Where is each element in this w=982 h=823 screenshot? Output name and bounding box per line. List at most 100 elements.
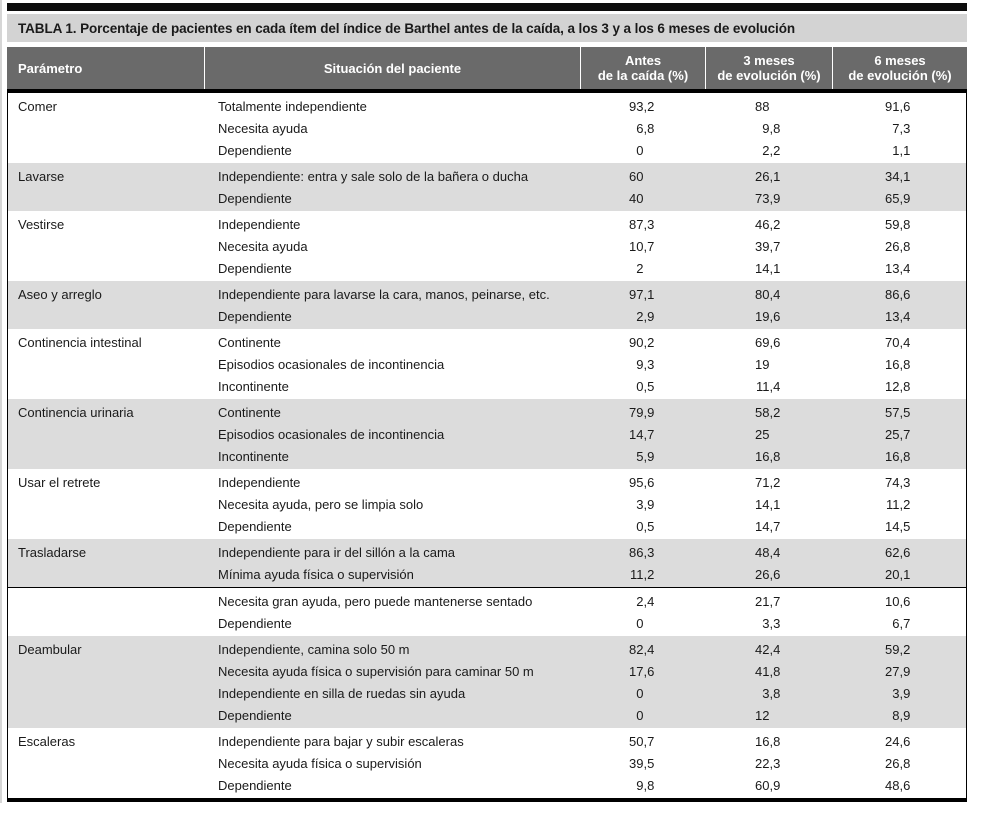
value-6-months: 27,9	[885, 663, 911, 679]
table-row: Mínima ayuda física o supervisión 11,2 2…	[8, 563, 966, 585]
table-row: Necesita ayuda física o supervisión para…	[8, 660, 966, 682]
parameter-group: Continencia intestinal Continente 90,2 6…	[8, 329, 966, 399]
value-3-months: 16,8	[755, 448, 781, 464]
value-3-months: 3,3	[762, 615, 781, 631]
table-header-row: Parámetro Situación del paciente Antes d…	[7, 47, 967, 93]
column-header-situacion: Situación del paciente	[205, 47, 581, 89]
table-row: Dependiente 0,5 14,7 14,5	[8, 515, 966, 537]
value-3-months: 19	[755, 356, 770, 372]
situation-cell: Independiente, camina solo 50 m	[218, 641, 410, 657]
situation-cell: Independiente en silla de ruedas sin ayu…	[218, 685, 466, 701]
value-6-months: 1,1	[892, 142, 911, 158]
table-row: Episodios ocasionales de incontinencia 9…	[8, 353, 966, 375]
value-before-fall: 10,7	[629, 238, 655, 254]
situation-cell: Dependiente	[218, 190, 292, 206]
value-before-fall: 82,4	[629, 641, 655, 657]
value-3-months: 14,1	[755, 260, 781, 276]
value-6-months: 8,9	[892, 707, 911, 723]
value-6-months: 11,2	[886, 496, 911, 512]
situation-cell: Dependiente	[218, 518, 292, 534]
table-row: Deambular Independiente, camina solo 50 …	[8, 638, 966, 660]
value-3-months: 3,8	[762, 685, 781, 701]
value-6-months: 91,6	[885, 98, 911, 114]
value-6-months: 59,2	[885, 641, 911, 657]
value-before-fall: 17,6	[629, 663, 655, 679]
value-before-fall: 86,3	[629, 544, 655, 560]
value-6-months: 65,9	[885, 190, 911, 206]
table-row: Dependiente 9,8 60,9 48,6	[8, 774, 966, 796]
value-6-months: 24,6	[885, 733, 911, 749]
value-before-fall: 60	[629, 168, 644, 184]
parameter-cell: Vestirse	[18, 216, 65, 232]
situation-cell: Continente	[218, 404, 281, 420]
parameter-cell: Comer	[18, 98, 58, 114]
barthel-table: TABLA 1. Porcentaje de pacientes en cada…	[7, 3, 967, 802]
value-6-months: 26,8	[885, 755, 911, 771]
value-before-fall: 0	[636, 685, 644, 701]
situation-cell: Necesita ayuda física o supervisión	[218, 755, 422, 771]
value-6-months: 34,1	[885, 168, 911, 184]
table-row: Dependiente 2 14,1 13,4	[8, 257, 966, 279]
value-before-fall: 2	[636, 260, 644, 276]
table-row: Continencia urinaria Continente 79,9 58,…	[8, 401, 966, 423]
value-6-months: 57,5	[885, 404, 911, 420]
parameter-cell: Continencia urinaria	[18, 404, 134, 420]
value-3-months: 22,3	[755, 755, 781, 771]
table-row: Episodios ocasionales de incontinencia 1…	[8, 423, 966, 445]
value-3-months: 42,4	[755, 641, 781, 657]
table-row: Trasladarse Independiente para ir del si…	[8, 541, 966, 563]
situation-cell: Totalmente independiente	[218, 98, 367, 114]
situation-cell: Independiente para ir del sillón a la ca…	[218, 544, 456, 560]
situation-cell: Dependiente	[218, 615, 292, 631]
value-before-fall: 14,7	[629, 426, 655, 442]
situation-cell: Incontinente	[218, 448, 289, 464]
situation-cell: Incontinente	[218, 378, 289, 394]
parameter-group: Aseo y arreglo Independiente para lavars…	[8, 281, 966, 329]
value-before-fall: 87,3	[629, 216, 655, 232]
value-6-months: 74,3	[885, 474, 911, 490]
value-6-months: 16,8	[885, 448, 911, 464]
table-top-rule	[7, 3, 967, 11]
value-3-months: 69,6	[755, 334, 781, 350]
situation-cell: Independiente para bajar y subir escaler…	[218, 733, 464, 749]
situation-cell: Dependiente	[218, 707, 292, 723]
table-row: Usar el retrete Independiente 95,6 71,2 …	[8, 471, 966, 493]
column-header-antes-caida: Antes de la caída (%)	[581, 47, 706, 89]
table-row: Necesita ayuda, pero se limpia solo 3,9 …	[8, 493, 966, 515]
value-before-fall: 93,2	[629, 98, 655, 114]
situation-cell: Necesita ayuda, pero se limpia solo	[218, 496, 424, 512]
situation-cell: Dependiente	[218, 308, 292, 324]
value-before-fall: 3,9	[636, 496, 655, 512]
value-before-fall: 2,4	[636, 593, 655, 609]
value-3-months: 39,7	[755, 238, 781, 254]
situation-cell: Dependiente	[218, 142, 292, 158]
situation-cell: Episodios ocasionales de incontinencia	[218, 356, 445, 372]
value-before-fall: 9,8	[636, 777, 655, 793]
table-row: Necesita ayuda física o supervisión 39,5…	[8, 752, 966, 774]
value-before-fall: 0,5	[636, 518, 655, 534]
parameter-cell: Deambular	[18, 641, 82, 657]
parameter-group: Escaleras Independiente para bajar y sub…	[8, 728, 966, 798]
situation-cell: Dependiente	[218, 260, 292, 276]
value-6-months: 70,4	[885, 334, 911, 350]
value-3-months: 9,8	[762, 120, 781, 136]
parameter-group: Trasladarse Independiente para ir del si…	[8, 539, 966, 587]
value-before-fall: 79,9	[629, 404, 655, 420]
value-6-months: 59,8	[885, 216, 911, 232]
value-3-months: 58,2	[755, 404, 781, 420]
table-body: Comer Totalmente independiente 93,2 88 9…	[7, 93, 967, 802]
value-before-fall: 11,2	[630, 566, 655, 582]
value-3-months: 60,9	[755, 777, 781, 793]
table-title: TABLA 1. Porcentaje de pacientes en cada…	[7, 14, 967, 42]
parameter-group: Vestirse Independiente 87,3 46,2 59,8 Ne…	[8, 211, 966, 281]
value-3-months: 11,4	[756, 378, 781, 394]
table-row: Dependiente 0 2,2 1,1	[8, 139, 966, 161]
value-3-months: 41,8	[755, 663, 781, 679]
value-before-fall: 39,5	[629, 755, 655, 771]
value-before-fall: 40	[629, 190, 644, 206]
table-row: Dependiente 0 12 8,9	[8, 704, 966, 726]
value-3-months: 12	[755, 707, 770, 723]
value-3-months: 14,1	[755, 496, 781, 512]
parameter-cell: Escaleras	[18, 733, 76, 749]
